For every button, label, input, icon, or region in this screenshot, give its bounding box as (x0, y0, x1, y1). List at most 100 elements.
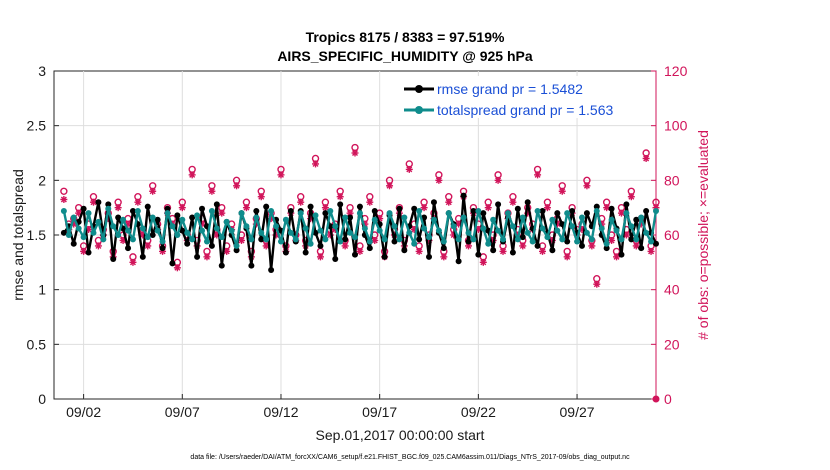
rmse-point (258, 236, 265, 243)
rmse-point (105, 201, 112, 208)
obs-evaluated-stroke (60, 196, 67, 203)
totalspread-point (376, 227, 383, 234)
totalspread-point (559, 236, 566, 243)
obs-evaluated-stroke (544, 204, 551, 211)
totalspread-point (258, 229, 265, 236)
obs-evaluated-stroke (485, 204, 492, 211)
legend-box (404, 76, 652, 118)
obs-evaluated-point (129, 258, 137, 266)
rmse-point (144, 203, 151, 210)
rmse-point (95, 199, 102, 206)
obs-evaluated-point (94, 242, 102, 250)
totalspread-point (371, 216, 378, 223)
totalspread-point (110, 223, 117, 230)
totalspread-point (154, 227, 161, 234)
rmse-point (366, 245, 373, 252)
obs-evaluated-point (494, 176, 502, 184)
obs-evaluated-stroke (495, 177, 502, 184)
totalspread-point (480, 225, 487, 232)
obs-evaluated-point (203, 253, 211, 261)
obs-evaluated-stroke (539, 248, 546, 255)
rmse-point (401, 247, 408, 254)
totalspread-point (623, 210, 630, 217)
y-tick-label: 2.5 (27, 118, 47, 134)
totalspread-point (598, 225, 605, 232)
rmse-point (465, 238, 472, 245)
totalspread-point (421, 225, 428, 232)
rmse-point (524, 199, 531, 206)
totalspread-point (406, 229, 413, 236)
obs-evaluated-stroke (317, 253, 324, 260)
rmse-point (110, 256, 117, 263)
totalspread-point (218, 234, 225, 241)
totalspread-point (554, 227, 561, 234)
obs-evaluated-point (257, 193, 265, 201)
totalspread-point (347, 229, 354, 236)
obs-evaluated-point (134, 198, 142, 206)
obs-evaluated-stroke (258, 193, 265, 200)
totalspread-point (455, 236, 462, 243)
obs-evaluated-point (539, 247, 547, 255)
totalspread-point (465, 229, 472, 236)
totalspread-point (139, 225, 146, 232)
totalspread-point (125, 227, 132, 234)
rmse-point (337, 201, 344, 208)
obs-evaluated-stroke (322, 204, 329, 211)
obs-evaluated-stroke (75, 210, 82, 217)
obs-evaluated-point (208, 187, 216, 195)
rmse-point (460, 192, 467, 199)
x-tick-label: 09/02 (66, 404, 101, 420)
obs-evaluated-stroke (347, 210, 354, 217)
rmse-point (287, 207, 294, 214)
obs-evaluated-point (588, 242, 596, 250)
obs-evaluated-stroke (583, 182, 590, 189)
rmse-point (391, 238, 398, 245)
rmse-point (322, 210, 329, 217)
obs-evaluated-stroke (603, 204, 610, 211)
y-axis-label: rmse and totalspread (10, 169, 26, 301)
totalspread-point (386, 210, 393, 217)
totalspread-point (628, 223, 635, 230)
totalspread-point (648, 238, 655, 245)
rmse-point (352, 251, 358, 258)
legend: rmse grand pr = 1.5482 totalspread grand… (404, 76, 652, 118)
totalspread-point (366, 238, 373, 245)
obs-evaluated-stroke (352, 150, 358, 156)
line-series (60, 192, 659, 273)
obs-evaluated-stroke (233, 182, 240, 189)
obs-evaluated-point (642, 154, 650, 162)
rmse-point (356, 203, 363, 210)
obs-evaluated-point (242, 204, 250, 212)
rmse-point (194, 253, 201, 260)
rmse-point (564, 238, 571, 245)
chart-title: Tropics 8175 / 8383 = 97.519% (306, 29, 505, 45)
obs-evaluated-point (386, 182, 394, 190)
totalspread-point (440, 238, 447, 245)
totalspread-point (613, 227, 620, 234)
rmse-point (125, 245, 132, 252)
obs-evaluated-stroke (406, 166, 413, 173)
rmse-point (643, 207, 650, 214)
obs-evaluated-stroke (238, 237, 245, 244)
totalspread-point (485, 240, 492, 247)
totalspread-point (243, 223, 250, 230)
obs-evaluated-point (366, 198, 374, 206)
rmse-point (189, 214, 196, 221)
totalspread-point (134, 207, 141, 214)
totalspread-point (60, 207, 67, 214)
obs-evaluated-stroke (628, 193, 635, 200)
obs-evaluated-point (593, 280, 601, 288)
totalspread-point (322, 236, 329, 243)
obs-evaluated-stroke (366, 199, 373, 206)
totalspread-point (115, 232, 122, 238)
totalspread-point (381, 236, 388, 243)
totalspread-point (238, 210, 245, 217)
rmse-point (583, 210, 590, 217)
obs-evaluated-stroke (643, 155, 650, 162)
totalspread-point (307, 240, 314, 247)
y2-tick-label: 80 (664, 172, 680, 188)
totalspread-point (475, 207, 482, 214)
totalspread-point (574, 238, 581, 245)
y-tick-label: 0 (38, 391, 46, 407)
obs-evaluated-point (519, 242, 527, 250)
